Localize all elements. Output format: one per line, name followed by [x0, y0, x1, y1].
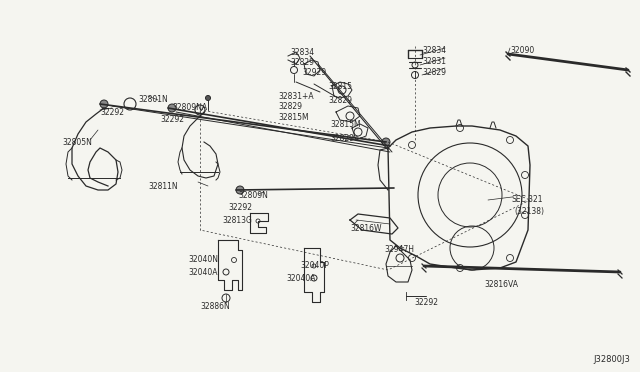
Text: 32831+A: 32831+A	[278, 92, 314, 101]
Text: 32834: 32834	[290, 48, 314, 57]
Text: J32800J3: J32800J3	[593, 355, 630, 364]
Text: 32040P: 32040P	[300, 261, 329, 270]
Text: (32138): (32138)	[514, 207, 544, 216]
Circle shape	[256, 219, 260, 223]
Text: 32834: 32834	[422, 46, 446, 55]
Text: 32829: 32829	[422, 68, 446, 77]
Text: 32815M: 32815M	[330, 120, 360, 129]
Circle shape	[205, 96, 211, 100]
Text: 32947H: 32947H	[384, 245, 414, 254]
Text: 32929: 32929	[302, 68, 326, 77]
Circle shape	[382, 138, 390, 146]
Text: 32815: 32815	[328, 82, 352, 91]
Text: 32829: 32829	[330, 134, 354, 143]
Text: 32090: 32090	[510, 46, 534, 55]
Text: 32813G: 32813G	[222, 216, 252, 225]
Text: 32801N: 32801N	[138, 95, 168, 104]
Text: 32886N: 32886N	[200, 302, 230, 311]
Circle shape	[100, 100, 108, 108]
Text: 32816W: 32816W	[350, 224, 381, 233]
Circle shape	[168, 104, 176, 112]
Text: 32040N: 32040N	[188, 255, 218, 264]
Text: 32040A: 32040A	[188, 268, 218, 277]
Text: 32811N: 32811N	[148, 182, 178, 191]
Text: SEC.321: SEC.321	[512, 195, 543, 204]
Text: 32829: 32829	[278, 102, 302, 111]
Text: 32829: 32829	[290, 58, 314, 67]
Text: 32809N: 32809N	[238, 191, 268, 200]
Text: 32815M: 32815M	[278, 113, 308, 122]
Text: 32292: 32292	[228, 203, 252, 212]
Text: 32816VA: 32816VA	[484, 280, 518, 289]
Text: 32292: 32292	[160, 115, 184, 124]
Circle shape	[236, 186, 244, 194]
Text: 32831: 32831	[422, 57, 446, 66]
Text: 32040A: 32040A	[286, 274, 316, 283]
Text: 32809NA: 32809NA	[172, 103, 207, 112]
Text: 32292: 32292	[414, 298, 438, 307]
Text: 32292: 32292	[100, 108, 124, 117]
Text: 32805N: 32805N	[62, 138, 92, 147]
Text: 32829: 32829	[328, 96, 352, 105]
